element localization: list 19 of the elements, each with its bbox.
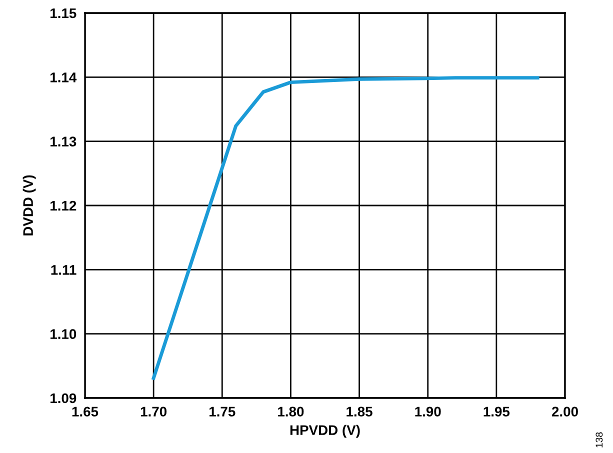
x-tick-label: 1.65 (72, 406, 98, 417)
y-tick-label: 1.09 (50, 393, 76, 404)
line-series (152, 76, 540, 380)
y-tick-label: 1.13 (50, 136, 76, 147)
x-tick-label: 1.70 (140, 406, 167, 417)
text: 138 (596, 432, 603, 448)
x-tick-label: 1.85 (346, 406, 372, 417)
y-axis-title: DVDD (V) (22, 175, 36, 236)
y-tick-label: 1.11 (51, 265, 76, 275)
y-tick-label: 1.10 (50, 329, 76, 340)
x-tick-label: 1.80 (278, 406, 304, 417)
x-tick-label: 1.95 (484, 406, 510, 417)
y-tick-label: 1.12 (50, 200, 76, 211)
y-tick-label: 1.14 (50, 72, 77, 82)
x-tick-label: 1.75 (210, 406, 236, 417)
y-tick-label: 1.15 (50, 8, 76, 18)
x-tick-label: 1.90 (415, 406, 441, 417)
x-tick-label: 2.00 (552, 406, 578, 417)
x-axis-title: HPVDD (V) (290, 424, 360, 438)
